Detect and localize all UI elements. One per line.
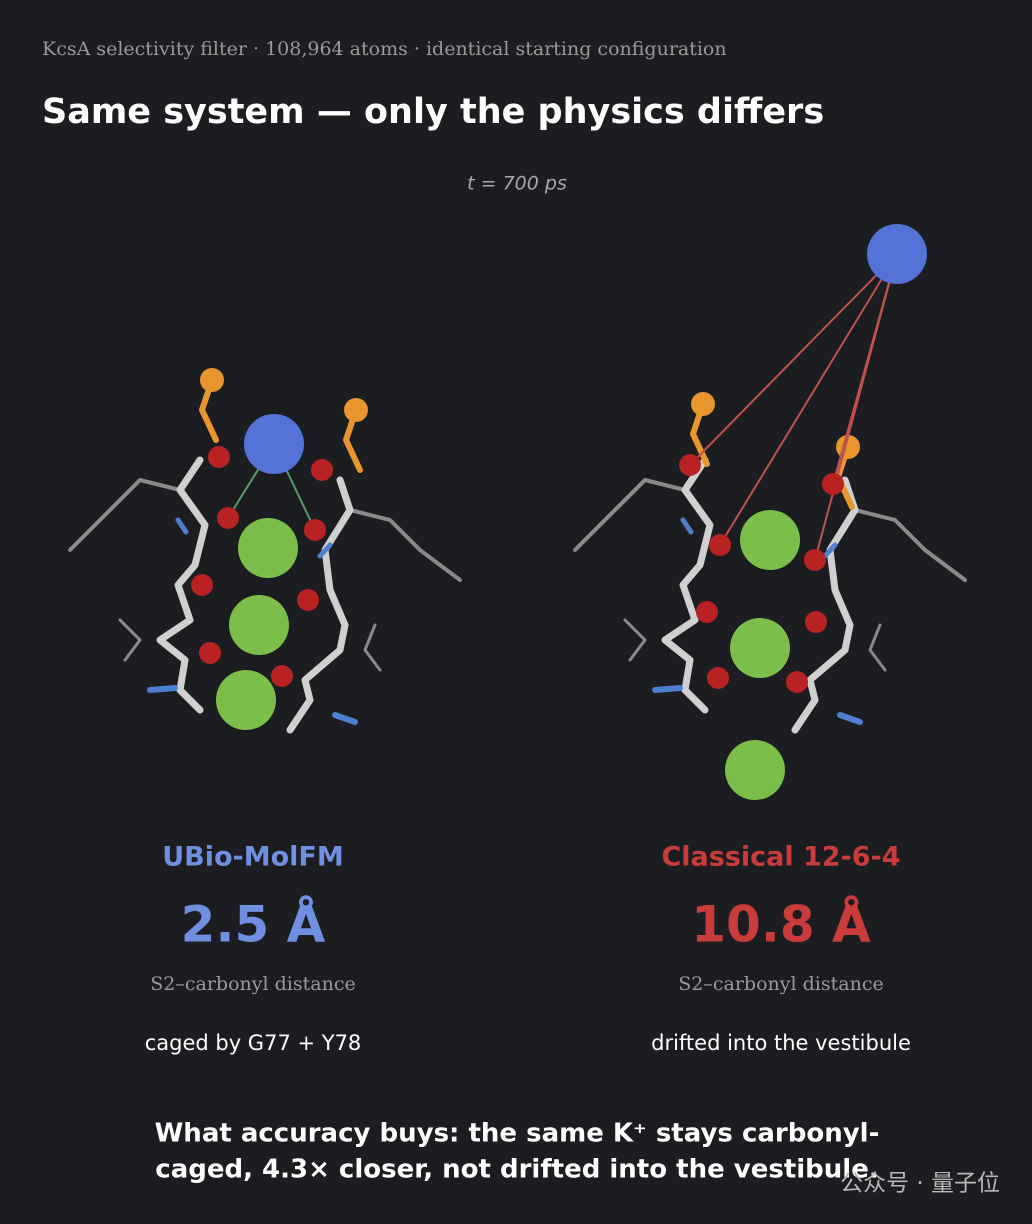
interaction-line	[832, 253, 898, 485]
interaction-line	[689, 253, 898, 466]
side-chain	[853, 508, 967, 582]
atom	[344, 398, 368, 422]
oxygen	[297, 589, 319, 611]
water-sphere	[740, 510, 800, 570]
nitrogen	[317, 542, 333, 559]
nitrogen	[837, 712, 863, 725]
oxygen	[709, 534, 731, 556]
oxygen	[805, 611, 827, 633]
panel-name: UBio-MolFM	[162, 842, 344, 873]
nitrogen	[147, 685, 178, 693]
oxygen	[217, 507, 239, 529]
oxygen	[199, 642, 221, 664]
backbone	[156, 456, 209, 714]
panel-note: drifted into the vestibule	[651, 1031, 911, 1055]
water-sphere	[216, 670, 276, 730]
potassium-ion	[867, 224, 927, 284]
backbone	[661, 456, 714, 714]
water-sphere	[725, 740, 785, 800]
molecules	[68, 224, 967, 800]
side-chain	[363, 623, 382, 672]
oxygen	[786, 671, 808, 693]
oxygen	[804, 549, 826, 571]
nitrogen	[652, 685, 683, 693]
side-chain	[623, 618, 647, 662]
side-chain	[118, 618, 142, 662]
panel-name: Classical 12-6-4	[661, 842, 900, 873]
watermark: 公众号 · 量子位	[840, 1171, 1000, 1197]
interaction-line	[719, 253, 898, 546]
backbone	[791, 476, 859, 734]
nitrogen	[175, 517, 189, 535]
oxygen	[271, 665, 293, 687]
panel-distance: 10.8 Å	[691, 895, 871, 954]
nitrogen	[332, 712, 358, 725]
oxygen	[679, 454, 701, 476]
nitrogen	[822, 542, 838, 559]
panel-note: caged by G77 + Y78	[145, 1031, 362, 1055]
panel-distance: 2.5 Å	[181, 895, 326, 954]
water-sphere	[229, 595, 289, 655]
oxygen	[707, 667, 729, 689]
time-label: t = 700 ps	[467, 173, 567, 195]
footer-line: caged, 4.3× closer, not drifted into the…	[155, 1155, 878, 1185]
nitrogen	[680, 517, 694, 535]
title: Same system — only the physics differs	[42, 92, 824, 132]
side-chain	[868, 623, 887, 672]
atom	[691, 392, 715, 416]
water-sphere	[238, 518, 298, 578]
oxygen	[191, 574, 213, 596]
side-chain	[68, 478, 182, 552]
footer-line: What accuracy buys: the same K⁺ stays ca…	[155, 1119, 880, 1149]
side-chain	[348, 508, 462, 582]
subtitle: KcsA selectivity filter · 108,964 atoms …	[42, 38, 727, 60]
backbone	[286, 476, 354, 734]
panel-caption: S2–carbonyl distance	[678, 973, 883, 995]
potassium-ion	[244, 414, 304, 474]
side-chain	[573, 478, 687, 552]
oxygen	[696, 601, 718, 623]
oxygen	[208, 446, 230, 468]
panel-caption: S2–carbonyl distance	[150, 973, 355, 995]
oxygen	[311, 459, 333, 481]
water-sphere	[730, 618, 790, 678]
oxygen	[304, 519, 326, 541]
atom	[200, 368, 224, 392]
oxygen	[822, 473, 844, 495]
